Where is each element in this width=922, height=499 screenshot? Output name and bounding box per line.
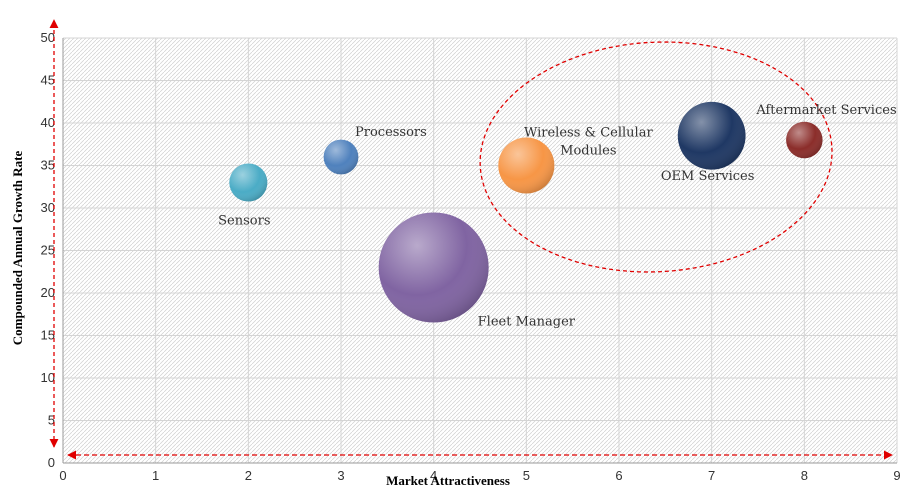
y-tick-label: 25 (41, 243, 55, 258)
highlight-ellipse (479, 41, 833, 273)
bubble-highlight (229, 163, 268, 202)
x-tick-label: 6 (615, 468, 622, 483)
y-tick-label: 20 (41, 285, 55, 300)
bubble-highlight (677, 101, 746, 170)
bubble-highlight (786, 121, 823, 159)
x-tick-label: 4 (430, 468, 437, 483)
y-tick-label: 40 (41, 115, 55, 130)
y-tick-label: 45 (41, 73, 55, 88)
x-tick-label: 7 (708, 468, 715, 483)
y-tick-label: 0 (48, 455, 55, 470)
x-tick-label: 1 (152, 468, 159, 483)
bubble-label: Processors (355, 125, 427, 140)
bubble-highlight (323, 139, 359, 175)
bubble-label: Modules (560, 144, 616, 159)
x-tick-label: 0 (59, 468, 66, 483)
y-axis-title: Compounded Annual Growth Rate (10, 151, 25, 346)
bubble-label: OEM Services (661, 169, 755, 184)
bubble-highlight (378, 212, 489, 323)
y-tick-label: 10 (41, 370, 55, 385)
bubble-label: Fleet Manager (478, 315, 576, 330)
y-tick-label: 35 (41, 158, 55, 173)
y-tick-label: 50 (41, 30, 55, 45)
label-layer: Sensors Processors Fleet Manager Wireless &… (218, 103, 896, 330)
bubble-highlight (498, 137, 555, 194)
y-tick-label: 15 (41, 328, 55, 343)
bubble-label: Wireless & Cellular (524, 126, 653, 141)
x-tick-label: 9 (893, 468, 900, 483)
bubble-label: Sensors (218, 214, 270, 229)
bubble-label: Aftermarket Services (755, 103, 896, 118)
x-axis-title: Market Attractiveness (386, 473, 510, 488)
x-tick-label: 2 (245, 468, 252, 483)
y-tick-label: 30 (41, 200, 55, 215)
bubble-layer (229, 101, 823, 323)
annotation-layer (49, 19, 893, 460)
x-tick-label: 3 (337, 468, 344, 483)
x-tick-label: 5 (523, 468, 530, 483)
x-tick-label: 8 (801, 468, 808, 483)
